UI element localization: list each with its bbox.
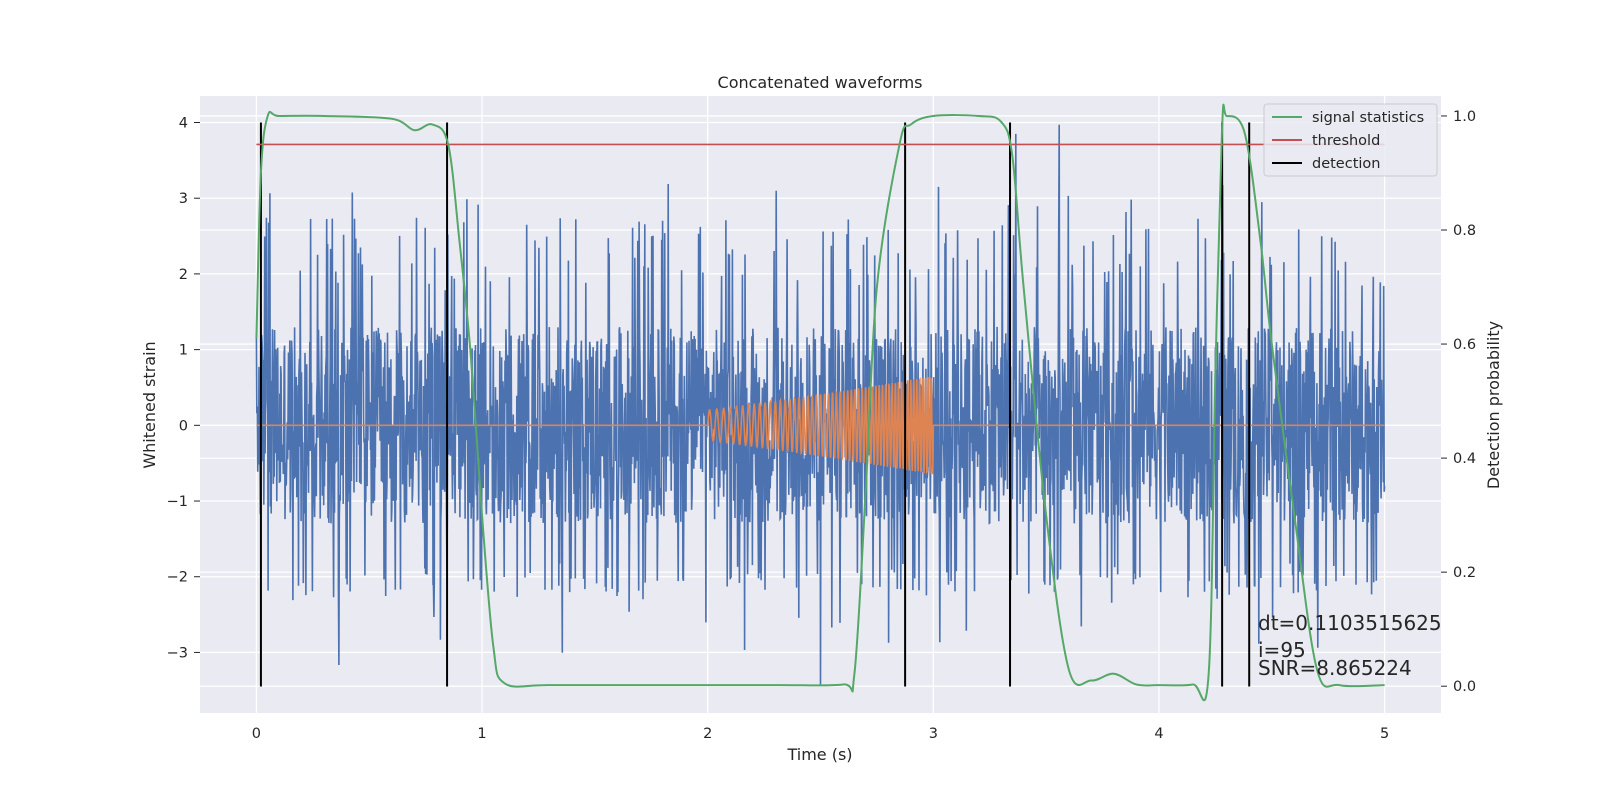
x-axis-label: Time (s) <box>786 745 852 764</box>
x-tick-label: 2 <box>703 726 712 742</box>
y-tick-label: −1 <box>167 494 188 510</box>
legend-label: threshold <box>1312 133 1380 149</box>
y-tick-label: 3 <box>179 191 188 207</box>
y2-axis-label: Detection probability <box>1484 321 1503 489</box>
x-tick-label: 0 <box>252 726 261 742</box>
x-tick-label: 1 <box>477 726 486 742</box>
y-tick-label: −2 <box>167 570 188 586</box>
y2-tick-label: 0.6 <box>1453 337 1476 353</box>
y2-tick-label: 0.0 <box>1453 679 1476 695</box>
annotation-line: i=95 <box>1258 638 1306 662</box>
y-tick-label: −3 <box>167 645 188 661</box>
legend: signal statistics threshold detection <box>1263 103 1438 177</box>
annotation-line: SNR=8.865224 <box>1258 656 1412 680</box>
y2-tick-label: 1.0 <box>1453 109 1476 125</box>
series-layer <box>255 103 1386 702</box>
series-signal-statistics <box>255 103 1385 702</box>
y-tick-label: 1 <box>179 343 188 359</box>
y2-tick-label: 0.4 <box>1453 451 1476 467</box>
chart-title: Concatenated waveforms <box>718 73 923 92</box>
x-tick-label: 5 <box>1380 726 1389 742</box>
annotation-line: dt=0.1103515625 <box>1258 611 1442 635</box>
y-axis-label: Whitened strain <box>140 341 159 468</box>
tick-layer: 0 1 2 3 4 5 −3 −2 −1 0 1 2 3 4 0.0 0.2 0.4 0.6 0.8 1.0 <box>167 109 1476 742</box>
legend-box <box>1263 103 1438 177</box>
y2-tick-label: 0.8 <box>1453 223 1476 239</box>
x-tick-label: 3 <box>929 726 938 742</box>
legend-label: signal statistics <box>1312 110 1424 126</box>
y-tick-label: 2 <box>179 267 188 283</box>
y-tick-label: 0 <box>179 418 188 434</box>
legend-label: detection <box>1312 156 1380 172</box>
series-injected-signal <box>256 376 1385 475</box>
x-tick-label: 4 <box>1154 726 1163 742</box>
y-tick-label: 4 <box>179 115 188 131</box>
y2-tick-label: 0.2 <box>1453 565 1476 581</box>
